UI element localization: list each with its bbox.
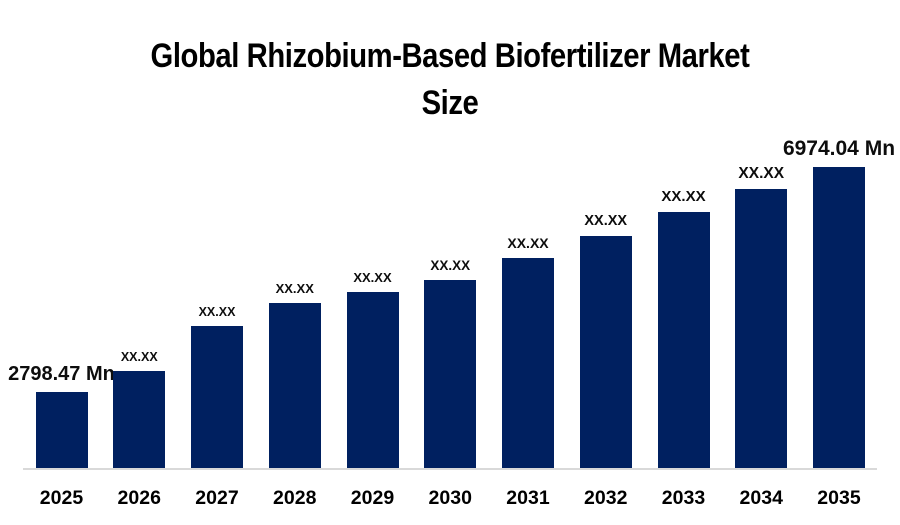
bar-group-2028: XX.XX bbox=[220, 282, 370, 468]
bar-group-2029: XX.XX bbox=[298, 271, 448, 468]
bar-2031 bbox=[502, 258, 554, 468]
bar-2035 bbox=[813, 167, 865, 468]
bar-group-2026: XX.XX bbox=[64, 349, 214, 468]
bar-value-label-2029: XX.XX bbox=[353, 270, 392, 285]
bar-value-label-2028: XX.XX bbox=[275, 281, 314, 296]
bar-group-2033: XX.XX bbox=[609, 189, 759, 468]
x-tick-label-2034: 2034 bbox=[739, 487, 783, 509]
bar-value-label-2035: 6974.04 Mn bbox=[782, 137, 896, 160]
bar-value-label-2025: 2798.47 Mn bbox=[8, 363, 115, 385]
bar-2029 bbox=[346, 292, 399, 468]
x-tick-label-2031: 2031 bbox=[506, 487, 550, 509]
bar-group-2034: XX.XX bbox=[686, 164, 836, 468]
bar-value-label-2032: XX.XX bbox=[584, 212, 628, 229]
x-tick-label-2029: 2029 bbox=[350, 487, 395, 509]
x-tick-label-2026: 2026 bbox=[117, 487, 161, 509]
chart-title: Global Rhizobium-Based Biofertilizer Mar… bbox=[63, 33, 837, 127]
bar-2027 bbox=[191, 326, 243, 468]
bar-2034 bbox=[735, 189, 788, 468]
bar-group-2031: XX.XX bbox=[453, 236, 603, 468]
bar-2032 bbox=[579, 236, 632, 468]
bar-value-label-2031: XX.XX bbox=[507, 235, 549, 251]
x-tick-label-2032: 2032 bbox=[584, 487, 628, 509]
x-tick-label-2030: 2030 bbox=[428, 487, 472, 509]
bar-group-2035: 6974.04 Mn bbox=[764, 138, 900, 468]
x-tick-label-2025: 2025 bbox=[39, 487, 84, 509]
bar-group-2032: XX.XX bbox=[531, 212, 681, 468]
bar-value-label-2034: XX.XX bbox=[738, 164, 785, 182]
chart-title-line2: Size bbox=[421, 84, 479, 122]
x-tick-label-2033: 2033 bbox=[661, 487, 706, 509]
bar-group-2025: 2798.47 Mn bbox=[0, 364, 137, 468]
x-tick-label-2035: 2035 bbox=[817, 487, 861, 509]
bar-value-label-2027: XX.XX bbox=[198, 304, 236, 319]
bar-value-label-2030: XX.XX bbox=[430, 257, 471, 273]
x-tick-label-2027: 2027 bbox=[195, 487, 239, 509]
bar-group-2027: XX.XX bbox=[142, 304, 292, 468]
bar-value-label-2026: XX.XX bbox=[120, 349, 158, 364]
bar-2030 bbox=[424, 280, 477, 468]
chart-title-line1: Global Rhizobium-Based Biofertilizer Mar… bbox=[150, 37, 750, 75]
bar-2025 bbox=[35, 392, 88, 468]
bar-2033 bbox=[657, 212, 710, 468]
bar-group-2030: XX.XX bbox=[375, 257, 525, 468]
bar-2028 bbox=[268, 303, 321, 468]
bar-value-label-2033: XX.XX bbox=[661, 188, 706, 205]
x-tick-label-2028: 2028 bbox=[273, 487, 317, 509]
bar-2026 bbox=[113, 371, 166, 468]
x-axis-line bbox=[23, 468, 877, 470]
